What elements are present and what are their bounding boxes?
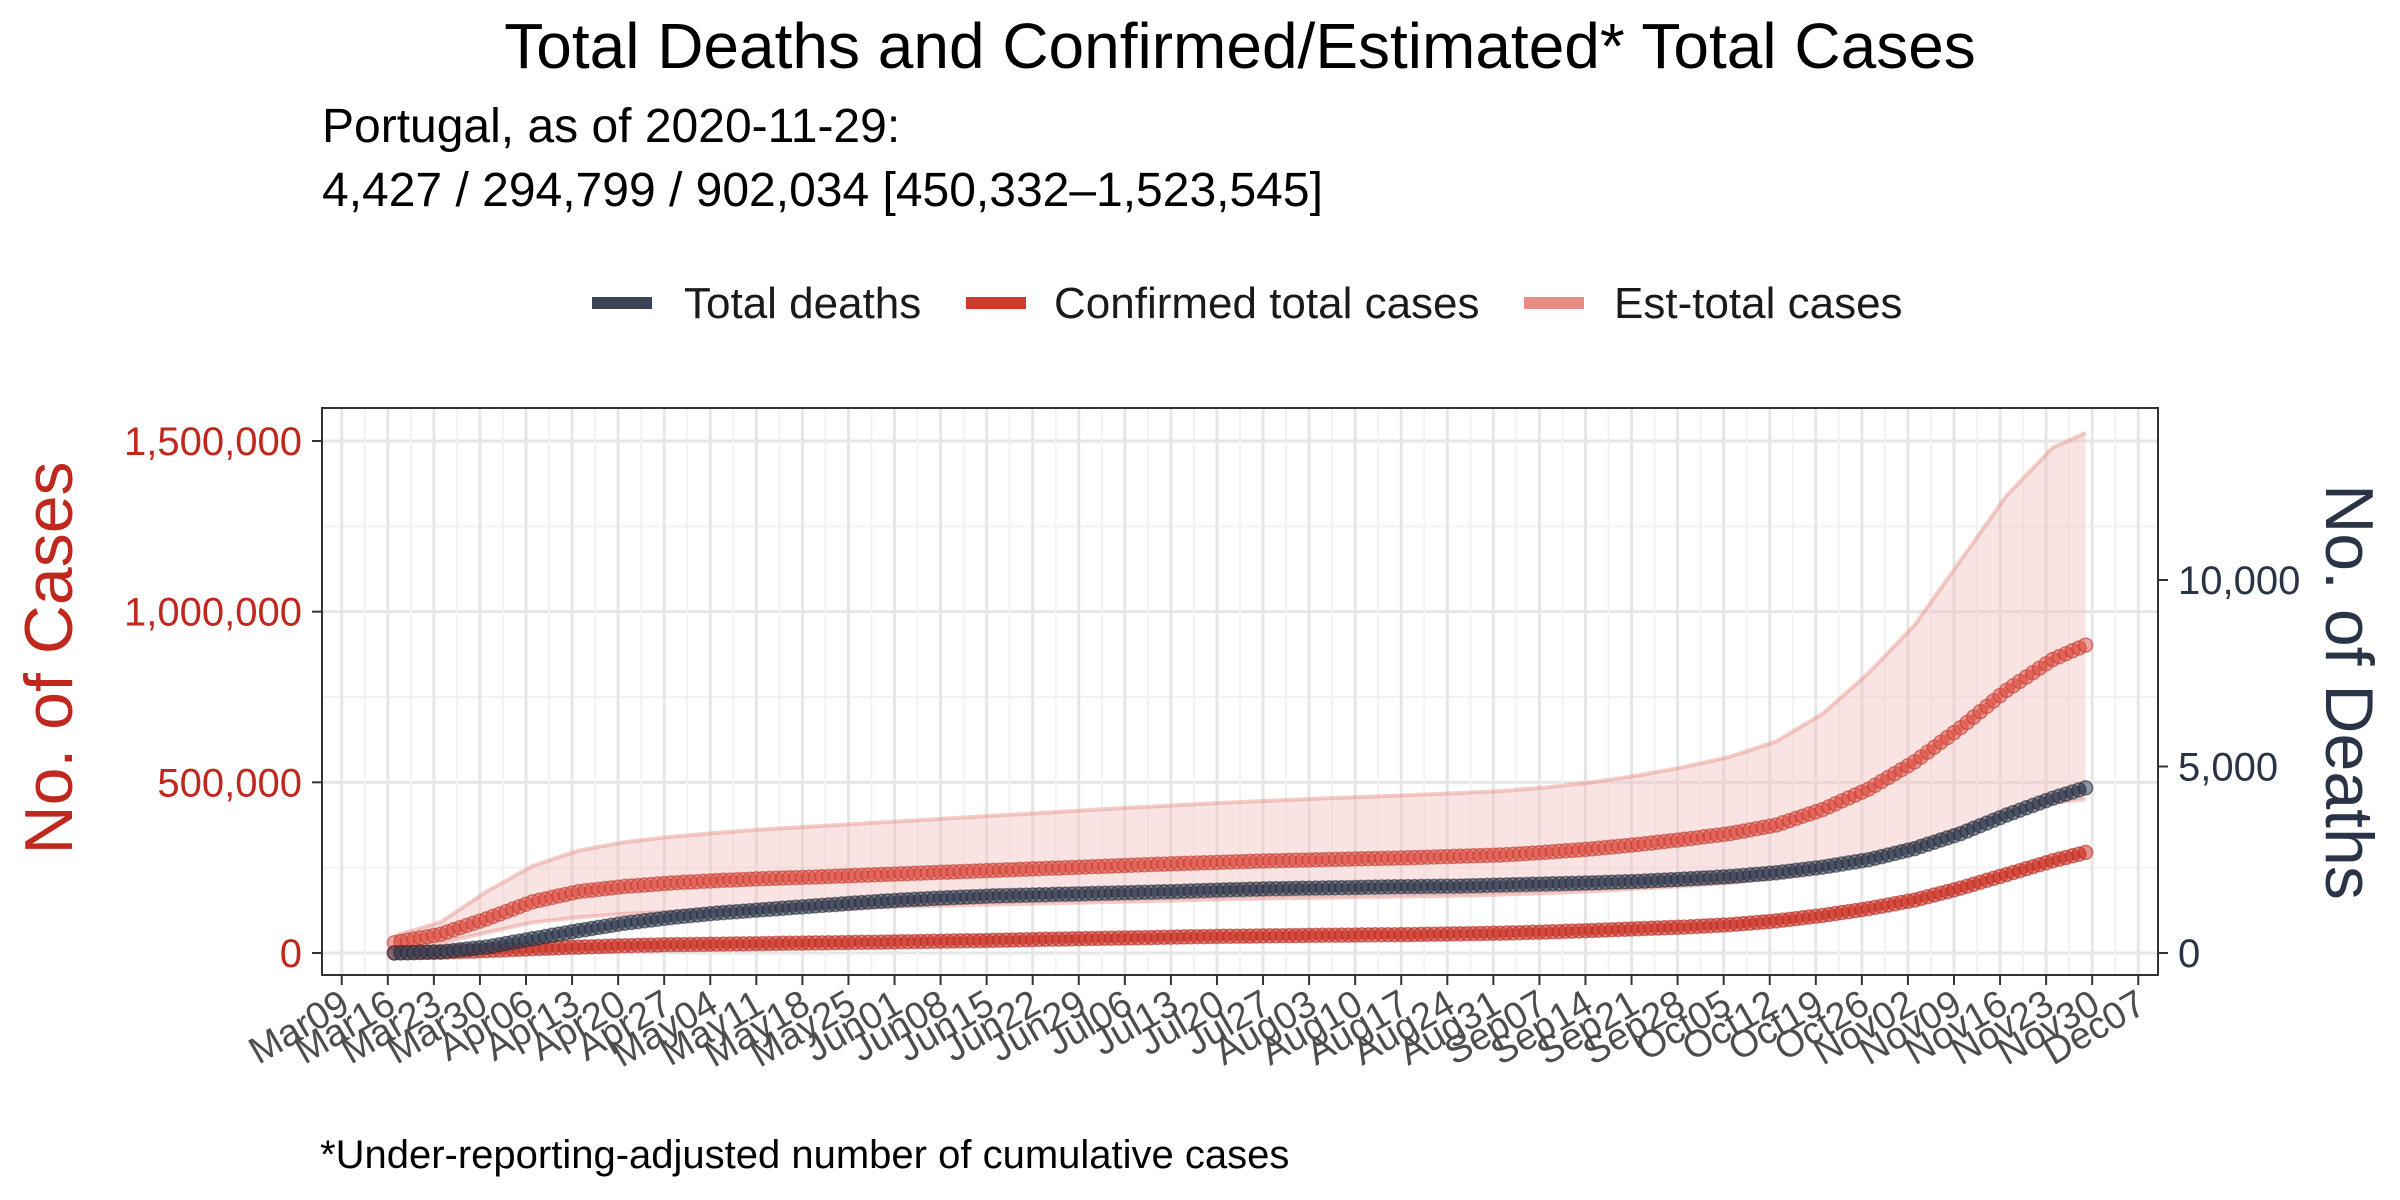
deaths-point [2077, 780, 2094, 796]
y-right-tick-label: 10,000 [2178, 559, 2300, 603]
chart-caption: *Under-reporting-adjusted number of cumu… [320, 1133, 1289, 1177]
estimated-series [386, 637, 2094, 951]
y-right-tick-label: 0 [2178, 932, 2200, 976]
legend-label-deaths: Total deaths [684, 279, 921, 328]
y-axis-title-left: No. of Cases [11, 461, 87, 854]
estimated-point [2077, 637, 2094, 653]
legend-label-confirmed: Confirmed total cases [1054, 279, 1480, 328]
chart-subtitle-line2: 4,427 / 294,799 / 902,034 [450,332–1,523… [322, 164, 1323, 217]
confirmed-series [386, 844, 2094, 961]
confirmed-point [2077, 844, 2094, 861]
deaths-series [386, 780, 2094, 961]
chart-title: Total Deaths and Confirmed/Estimated* To… [504, 10, 1976, 82]
legend: Total deaths Confirmed total cases Est-t… [592, 279, 1903, 328]
x-tick-label: Dec07 [2037, 982, 2153, 1073]
plot-border [321, 407, 2159, 976]
legend-label-estimated: Est-total cases [1614, 279, 1903, 328]
y-left-tick-label: 1,500,000 [124, 420, 302, 464]
y-left-tick-label: 500,000 [157, 761, 302, 805]
series-layer [386, 637, 2094, 961]
y-left-tick-label: 0 [280, 932, 302, 976]
estimated-upper-line [393, 431, 2087, 938]
y-axis-title-right: No. of Deaths [2311, 484, 2387, 900]
chart-subtitle-line1: Portugal, as of 2020-11-29: [322, 100, 900, 153]
y-right-tick-label: 5,000 [2178, 746, 2278, 790]
y-left-tick-label: 1,000,000 [124, 591, 302, 635]
estimated-range-band [394, 433, 2086, 948]
